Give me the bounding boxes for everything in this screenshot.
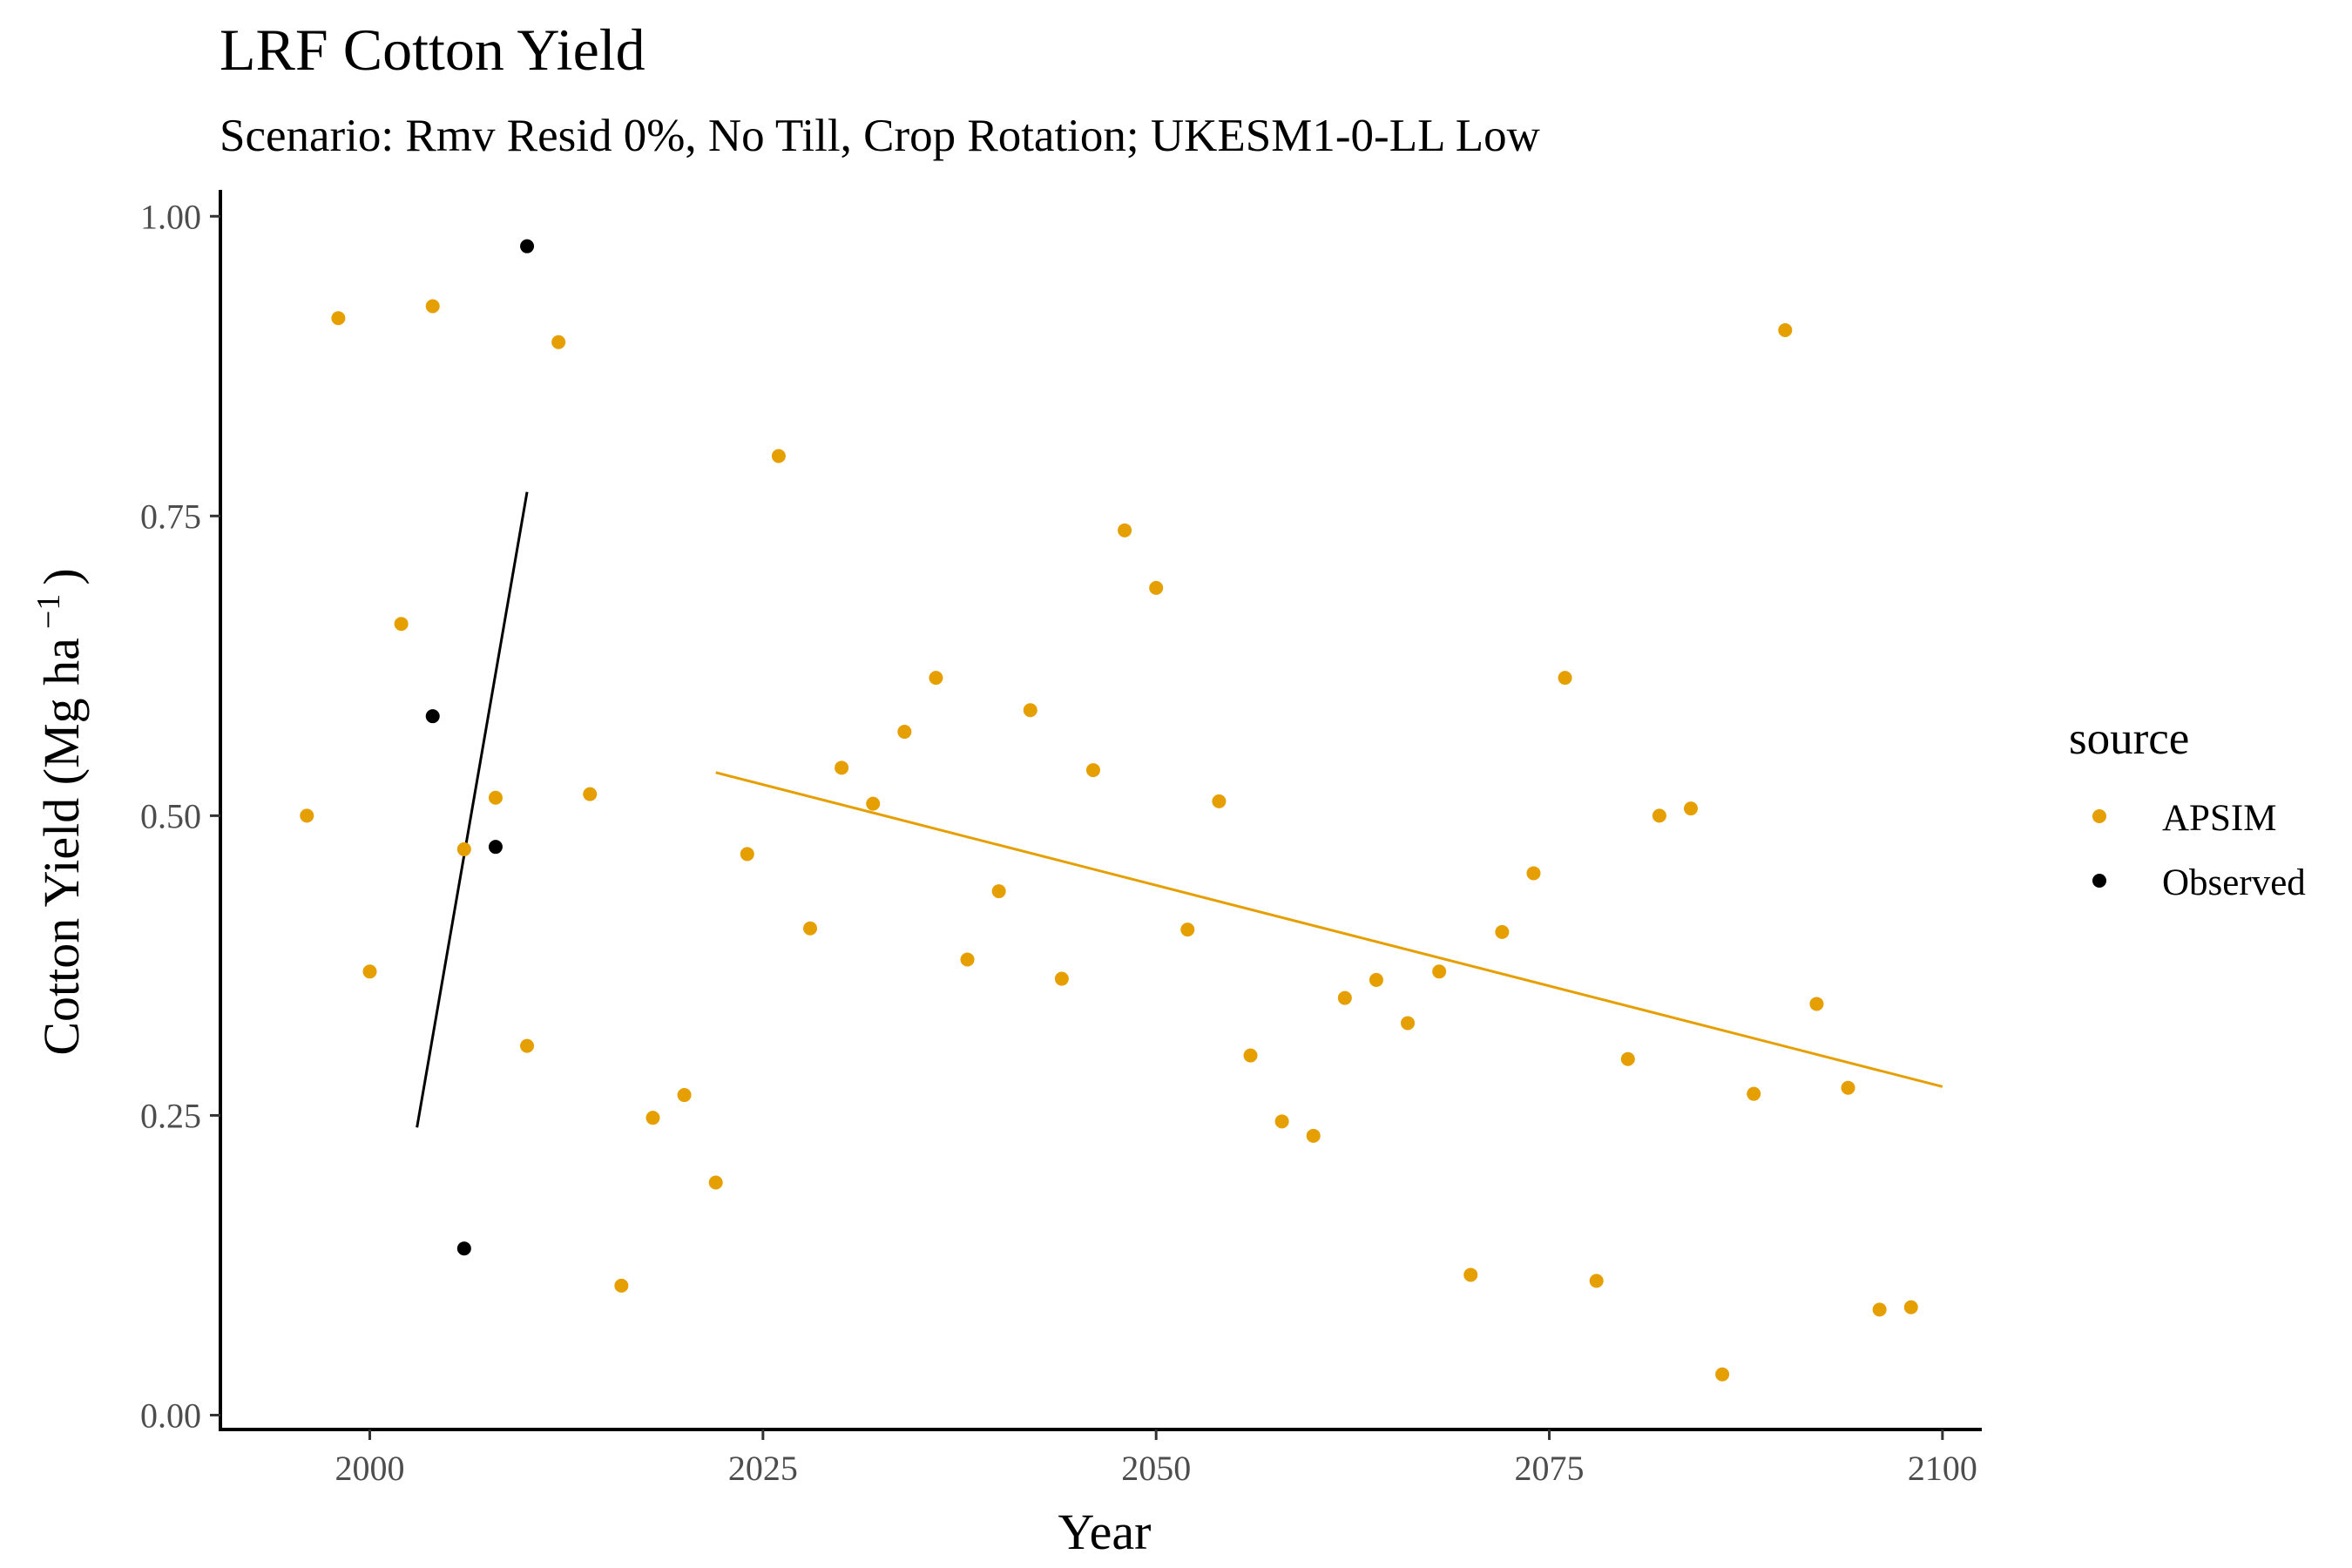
legend-key-apsim [2092,809,2106,823]
data-point-apsim [897,725,912,740]
y-tick-label: 0.00 [140,1396,201,1435]
legend-title: source [2069,713,2189,764]
y-tick-label: 0.25 [140,1096,201,1135]
data-point-apsim [614,1278,629,1293]
trend-line-observed [416,491,529,1128]
data-point-observed [425,709,440,724]
data-point-apsim [1495,924,1510,939]
data-point-apsim [1809,997,1824,1011]
trend-line-apsim [715,771,1943,1088]
data-point-observed [488,840,503,855]
data-point-apsim [1652,808,1666,823]
data-point-apsim [1463,1267,1478,1282]
x-tick-label: 2025 [728,1449,798,1488]
data-point-apsim [1180,923,1195,937]
data-point-apsim [1715,1367,1730,1382]
data-point-apsim [1306,1128,1321,1143]
data-point-apsim [1684,801,1699,816]
data-point-apsim [740,847,754,862]
x-axis-title: Year [1058,1504,1152,1560]
legend-label-observed: Observed [2162,862,2306,903]
data-point-apsim [1274,1114,1289,1129]
data-point-apsim [300,808,314,823]
data-point-apsim [1872,1302,1887,1317]
data-point-apsim [425,299,440,314]
data-point-observed [456,1241,471,1256]
data-point-apsim [771,449,786,463]
data-point-apsim [1558,671,1572,686]
x-tick-label: 2075 [1515,1449,1585,1488]
y-tick-label: 1.00 [140,197,201,236]
data-point-apsim [456,841,471,856]
data-point-observed [520,239,535,253]
data-point-apsim [551,335,566,349]
y-axis-title-exponent: −1 [30,594,67,629]
data-point-apsim [1432,964,1447,979]
data-point-apsim [1149,580,1164,595]
data-point-apsim [960,952,975,967]
plot-area: 2000 2025 2050 2075 2100 0.00 0.25 0.50 0.75 1.00 [140,190,1982,1488]
data-point-apsim [929,671,943,686]
data-point-apsim [394,617,409,632]
y-axis-title-main: Cotton Yield (Mg ha [33,638,90,1056]
data-point-apsim [1620,1051,1635,1066]
data-point-apsim [1243,1048,1258,1063]
data-point-apsim [583,787,598,801]
y-axis-title: Cotton Yield (Mg ha −1) [30,568,90,1055]
data-point-apsim [991,884,1006,899]
data-point-apsim [1841,1080,1855,1095]
data-point-apsim [1526,866,1541,881]
data-point-apsim [1023,703,1037,718]
x-tick-label: 2000 [335,1449,405,1488]
data-point-apsim [362,964,377,979]
data-point-apsim [1401,1016,1416,1031]
data-point-apsim [1747,1086,1761,1101]
data-point-apsim [866,796,881,811]
chart-title: LRF Cotton Yield [220,17,645,83]
data-point-apsim [803,921,818,936]
data-point-apsim [1369,972,1383,987]
legend-label-apsim: APSIM [2162,798,2276,839]
data-point-apsim [488,790,503,805]
data-point-apsim [645,1111,660,1125]
data-point-apsim [331,311,346,326]
x-tick-label: 2050 [1121,1449,1191,1488]
legend: source APSIM Observed [2069,713,2306,903]
data-point-apsim [835,760,849,775]
data-point-apsim [677,1088,692,1103]
data-point-apsim [1903,1300,1918,1315]
data-point-apsim [1085,763,1100,778]
data-point-apsim [708,1175,723,1190]
y-axis-title-close: ) [33,568,90,585]
y-tick-label: 0.75 [140,497,201,536]
data-point-apsim [1778,323,1793,338]
data-point-apsim [1337,990,1352,1005]
data-point-apsim [1212,794,1227,808]
chart-subtitle: Scenario: Rmv Resid 0%, No Till, Crop Ro… [220,111,1541,161]
data-point-apsim [520,1038,535,1053]
data-point-apsim [1589,1274,1604,1288]
data-point-apsim [1054,971,1069,986]
data-point-apsim [1118,523,1132,537]
legend-key-observed [2092,874,2106,888]
x-tick-label: 2100 [1908,1449,1977,1488]
y-tick-label: 0.50 [140,796,201,835]
